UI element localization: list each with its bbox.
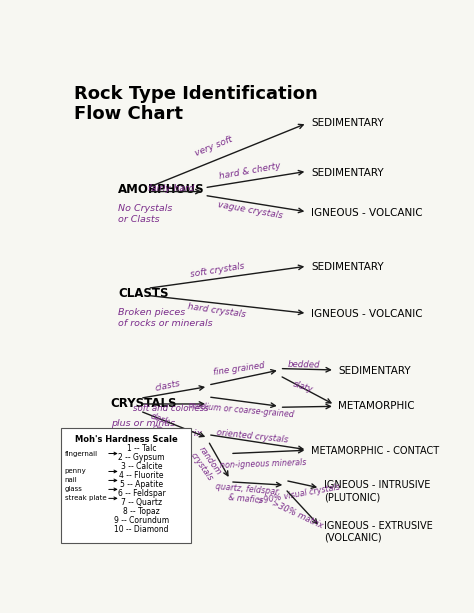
Text: penny: penny <box>65 468 87 474</box>
Text: 1 -- Talc: 1 -- Talc <box>127 444 156 453</box>
Text: hard crystals: hard crystals <box>188 302 247 319</box>
Text: random
crystals: random crystals <box>188 445 223 483</box>
Text: soft crystals: soft crystals <box>190 261 245 279</box>
Text: 8 -- Topaz: 8 -- Topaz <box>123 507 160 516</box>
Text: >30% matrix: >30% matrix <box>270 499 325 531</box>
Text: IGNEOUS - VOLCANIC: IGNEOUS - VOLCANIC <box>311 310 422 319</box>
Text: 9 -- Corundum: 9 -- Corundum <box>114 516 169 525</box>
Text: vague crystals: vague crystals <box>217 200 283 221</box>
Text: non-igneous minerals: non-igneous minerals <box>220 458 307 470</box>
Text: METAMORPHIC: METAMORPHIC <box>338 402 415 411</box>
Text: very soft: very soft <box>193 135 234 158</box>
Text: IGNEOUS - VOLCANIC: IGNEOUS - VOLCANIC <box>311 208 422 218</box>
Text: Moh's Hardness Scale: Moh's Hardness Scale <box>75 435 178 444</box>
Text: 5 -- Apatite: 5 -- Apatite <box>120 480 163 489</box>
Text: CLASTS: CLASTS <box>118 286 169 300</box>
Text: METAMORPHIC - CONTACT: METAMORPHIC - CONTACT <box>311 446 439 456</box>
Text: nail: nail <box>65 478 78 484</box>
Text: 2 -- Gypsum: 2 -- Gypsum <box>118 453 165 462</box>
Text: SEDIMENTARY: SEDIMENTARY <box>311 118 383 128</box>
Text: CRYSTALS: CRYSTALS <box>110 397 177 411</box>
Text: fine grained: fine grained <box>213 361 265 377</box>
Text: fairly hard: fairly hard <box>148 184 194 192</box>
Text: dark
or
hard: dark or hard <box>142 411 172 446</box>
Text: quartz, feldspar
& mafics: quartz, feldspar & mafics <box>214 482 279 506</box>
Text: hard & cherty: hard & cherty <box>219 161 282 181</box>
Text: IGNEOUS - INTRUSIVE
(PLUTONIC): IGNEOUS - INTRUSIVE (PLUTONIC) <box>324 481 430 502</box>
Text: glass: glass <box>65 486 82 492</box>
Text: 3 -- Calcite: 3 -- Calcite <box>121 462 162 471</box>
Text: streak plate: streak plate <box>65 495 106 501</box>
Text: bedded: bedded <box>288 360 320 369</box>
Text: Broken pieces
of rocks or minerals: Broken pieces of rocks or minerals <box>118 308 213 327</box>
Text: medium or coarse-grained: medium or coarse-grained <box>188 400 294 419</box>
FancyBboxPatch shape <box>61 428 191 543</box>
Text: AMORPHOUS: AMORPHOUS <box>118 183 205 196</box>
Text: slaty: slaty <box>292 379 315 394</box>
Text: No Crystals
or Clasts: No Crystals or Clasts <box>118 204 173 224</box>
Text: fingernail: fingernail <box>65 451 98 457</box>
Text: 6 -- Feldspar: 6 -- Feldspar <box>118 489 165 498</box>
Text: oriented crystals: oriented crystals <box>216 428 289 444</box>
Text: IGNEOUS - EXTRUSIVE
(VOLCANIC): IGNEOUS - EXTRUSIVE (VOLCANIC) <box>324 520 432 543</box>
Text: soft and colorless: soft and colorless <box>134 404 209 413</box>
Text: SEDIMENTARY: SEDIMENTARY <box>311 168 383 178</box>
Text: 10 -- Diamond: 10 -- Diamond <box>114 525 169 534</box>
Text: Rock Type Identification
Flow Chart: Rock Type Identification Flow Chart <box>74 85 318 123</box>
Text: SEDIMENTARY: SEDIMENTARY <box>311 262 383 272</box>
Text: SEDIMENTARY: SEDIMENTARY <box>338 366 411 376</box>
Text: 7 -- Quartz: 7 -- Quartz <box>121 498 162 507</box>
Text: plus or minus
fine grained matrix: plus or minus fine grained matrix <box>110 419 202 438</box>
Text: >90% visual crystals: >90% visual crystals <box>257 483 341 506</box>
Text: 4 -- Fluorite: 4 -- Fluorite <box>119 471 164 480</box>
Text: clasts: clasts <box>154 379 181 393</box>
